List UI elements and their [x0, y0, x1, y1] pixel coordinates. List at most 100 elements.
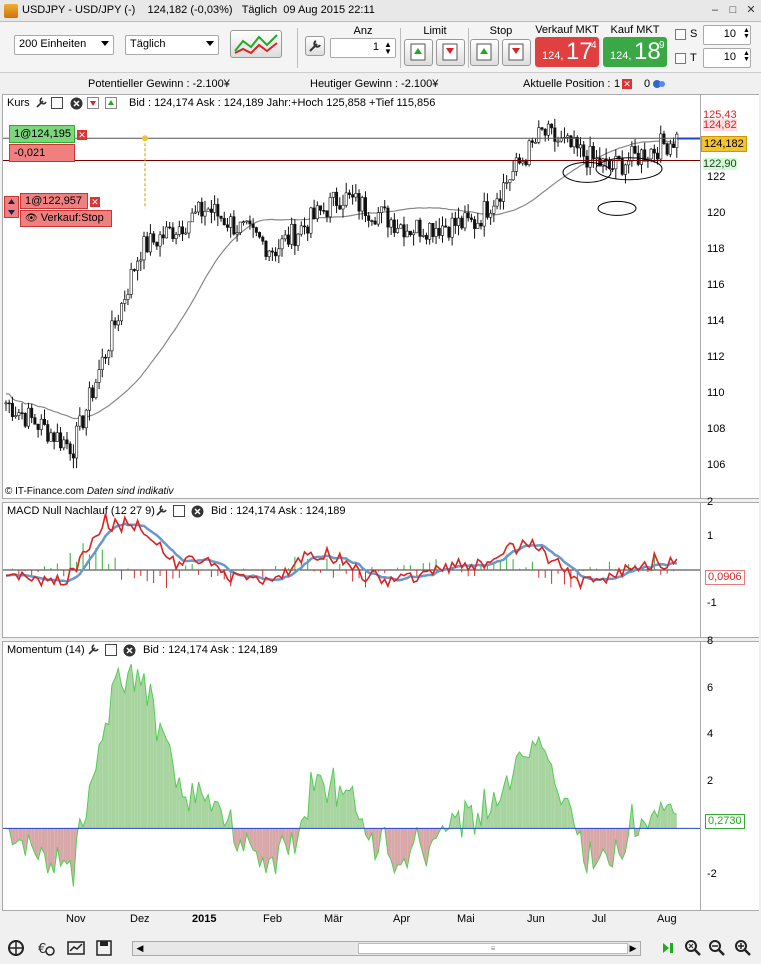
- t-spinner[interactable]: ▲ ▼: [743, 50, 750, 63]
- candle: [367, 215, 371, 221]
- anz-input[interactable]: 1: [330, 38, 396, 58]
- zoom-in-icon[interactable]: [734, 939, 752, 957]
- stop-sell-button[interactable]: [502, 39, 531, 66]
- momentum-area: [269, 828, 273, 859]
- sell-arrow-icon[interactable]: [87, 97, 99, 109]
- momentum-area: [44, 828, 48, 874]
- s-spinner[interactable]: ▲ ▼: [743, 27, 750, 40]
- candle: [59, 432, 63, 449]
- title-bar: USDJPY - USD/JPY (-) 124,182 (-0,03%) Tä…: [0, 0, 761, 22]
- wrench-icon[interactable]: [87, 644, 99, 656]
- pnl-bar: Potentieller Gewinn : -2.100¥ Heutiger G…: [0, 77, 761, 91]
- anz-spinner[interactable]: ▲ ▼: [384, 40, 392, 56]
- app-logo-icon: [4, 4, 18, 18]
- drawing-tools-icon[interactable]: [6, 939, 26, 957]
- units-select[interactable]: 200 Einheiten: [14, 35, 114, 55]
- stop-buy-button[interactable]: [470, 39, 499, 66]
- momentum-area: [105, 723, 109, 829]
- limit-sell-button[interactable]: [436, 39, 465, 66]
- limit-buy-button[interactable]: [404, 39, 433, 66]
- buy-market-button[interactable]: 124, 18 9: [603, 37, 667, 67]
- momentum-area: [403, 828, 408, 868]
- order-move-icon[interactable]: [4, 196, 19, 218]
- sell-market-button[interactable]: 124, 17 4: [535, 37, 599, 67]
- chart-settings-icon[interactable]: [66, 939, 86, 957]
- window-icon[interactable]: [105, 644, 117, 656]
- limit-label: Limit: [423, 25, 447, 37]
- close-icon[interactable]: ✕: [746, 4, 756, 16]
- candle: [331, 191, 335, 198]
- momentum-area: [240, 828, 244, 852]
- t-input[interactable]: 10: [703, 48, 751, 68]
- candle: [193, 211, 197, 214]
- buy-arrow-icon[interactable]: [105, 97, 117, 109]
- candle: [623, 164, 627, 175]
- momentum-current: 0,2730: [705, 814, 745, 829]
- close-circle-icon[interactable]: [123, 644, 136, 657]
- momentum-title: Momentum (14): [7, 644, 85, 656]
- maximize-icon[interactable]: □: [729, 4, 737, 16]
- candle: [270, 250, 274, 253]
- candle: [649, 148, 653, 160]
- candle: [431, 223, 435, 237]
- close-position-icon[interactable]: ✕: [622, 79, 632, 89]
- window-icon[interactable]: [173, 505, 185, 517]
- s-input[interactable]: 10: [703, 25, 751, 45]
- macd-line: [5, 513, 678, 591]
- candle: [242, 221, 246, 223]
- candle: [14, 415, 18, 417]
- pl-tag: -0,021: [9, 144, 75, 162]
- save-icon[interactable]: [94, 939, 114, 957]
- chart-type-button[interactable]: [230, 30, 282, 58]
- indicators-icon[interactable]: €: [36, 939, 56, 957]
- momentum-area: [22, 828, 26, 856]
- momentum-area: [394, 828, 398, 873]
- candle: [665, 143, 669, 155]
- scrollbar[interactable]: ◀ ≡ ▶: [132, 941, 641, 956]
- momentum-area: [387, 828, 392, 860]
- candle: [585, 156, 589, 168]
- close-circle-icon[interactable]: [70, 97, 83, 110]
- momentum-area: [253, 828, 257, 852]
- candle: [495, 198, 499, 207]
- momentum-area: [66, 828, 71, 865]
- candle: [184, 232, 188, 235]
- zoom-out-icon[interactable]: [708, 939, 726, 957]
- s-checkbox[interactable]: [675, 29, 686, 40]
- t-checkbox[interactable]: [675, 53, 686, 64]
- zoom-fit-icon[interactable]: [684, 939, 702, 957]
- order-tag[interactable]: 1@122,957: [20, 193, 88, 209]
- momentum-area: [667, 803, 671, 829]
- candle: [383, 206, 387, 209]
- position-tag[interactable]: 1@124,195: [9, 125, 75, 143]
- candle: [129, 269, 133, 295]
- momentum-area: [176, 777, 180, 829]
- toolbar: 200 Einheiten Täglich Anz 1 ▲ ▼ Limit Sto…: [0, 22, 761, 72]
- momentum-area: [47, 828, 51, 874]
- scroll-to-end-icon[interactable]: [660, 939, 676, 957]
- momentum-area: [343, 789, 347, 829]
- order-tag-close-icon[interactable]: ✕: [90, 197, 100, 207]
- wrench-icon[interactable]: [155, 505, 167, 517]
- candle: [328, 197, 332, 218]
- scroll-thumb[interactable]: ≡: [358, 943, 628, 954]
- candle: [209, 208, 213, 213]
- momentum-area: [169, 744, 173, 829]
- momentum-panel: Momentum (14) Bid : 124,174 Ask : 124,18…: [2, 641, 701, 911]
- momentum-area: [259, 828, 263, 867]
- window-icon[interactable]: [51, 97, 63, 109]
- position-short: 0: [644, 78, 651, 90]
- position-tag-close-icon[interactable]: ✕: [77, 130, 87, 140]
- candle: [132, 269, 136, 271]
- settings-wrench-icon[interactable]: [305, 36, 325, 56]
- scroll-right-icon[interactable]: ▶: [629, 943, 637, 953]
- order-type-tag[interactable]: 👁 Verkauf:Stop: [20, 210, 112, 227]
- wrench-icon[interactable]: [35, 97, 47, 109]
- momentum-area: [548, 760, 552, 829]
- minimize-icon[interactable]: –: [711, 4, 719, 16]
- scroll-left-icon[interactable]: ◀: [136, 943, 144, 953]
- close-circle-icon[interactable]: [191, 505, 204, 518]
- x-label: Nov: [66, 913, 86, 925]
- interval-select[interactable]: Täglich: [125, 35, 219, 55]
- position-settings-icon[interactable]: [652, 78, 666, 90]
